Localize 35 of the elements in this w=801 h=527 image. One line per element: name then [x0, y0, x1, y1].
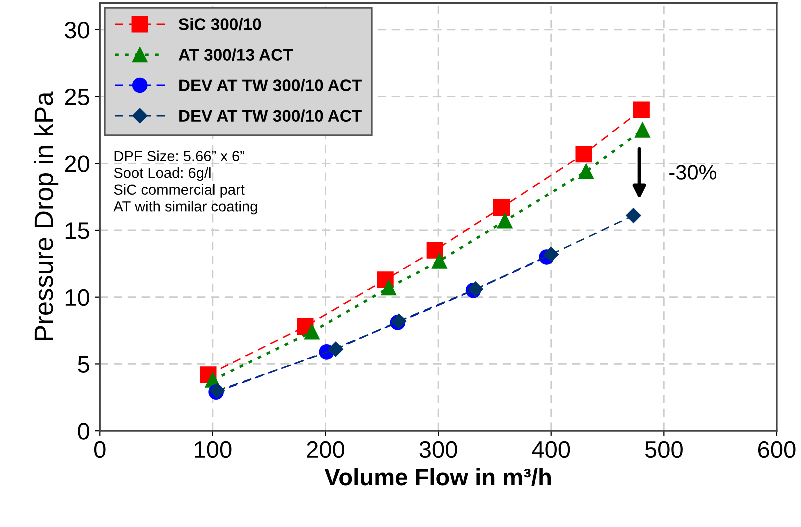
annotation: -30%: [670, 165, 717, 180]
point: [576, 146, 592, 163]
legend-label: AT 300/13 ACT: [178, 48, 294, 62]
y-tick-label: 20: [65, 156, 90, 172]
point: [497, 213, 513, 229]
x-tick-label: 300: [420, 441, 458, 458]
y-tick-label: 0: [78, 423, 90, 440]
point: [633, 102, 650, 118]
x-tick-label: 500: [645, 441, 683, 458]
point: [328, 342, 344, 358]
y-axis-title: Pressure Drop in kPa: [34, 92, 59, 340]
point: [432, 254, 448, 269]
point: [304, 324, 320, 340]
x-tick-label: 600: [758, 441, 796, 458]
y-tick-label: 10: [66, 289, 90, 306]
point: [635, 122, 650, 138]
x-tick-label: 0: [94, 441, 106, 458]
y-tick-label: 30: [65, 22, 90, 39]
x-tick-label: 100: [195, 441, 232, 458]
point: [381, 280, 397, 296]
legend-label: DEV AT TW 300/10 ACT: [180, 110, 362, 122]
point: [426, 242, 444, 259]
legend-label: SiC 300/10: [178, 18, 262, 31]
x-axis-title: Volume Flow in m³/h: [324, 468, 551, 486]
annotation: DPF Size: 5.66” x 6” Soot Load: 6g/l SiC commercial part AT with similar coating: [114, 150, 258, 215]
point: [626, 208, 642, 224]
point: [578, 164, 594, 180]
x-tick-label: 200: [307, 441, 345, 458]
y-tick-label: 15: [66, 222, 90, 240]
y-tick-label: 5: [78, 356, 90, 374]
y-tick-label: 25: [65, 88, 90, 106]
point: [493, 199, 510, 216]
legend-label: DEV AT TW 300/10 ACT: [180, 79, 362, 92]
point: [544, 246, 559, 262]
x-tick-label: 400: [532, 441, 570, 458]
